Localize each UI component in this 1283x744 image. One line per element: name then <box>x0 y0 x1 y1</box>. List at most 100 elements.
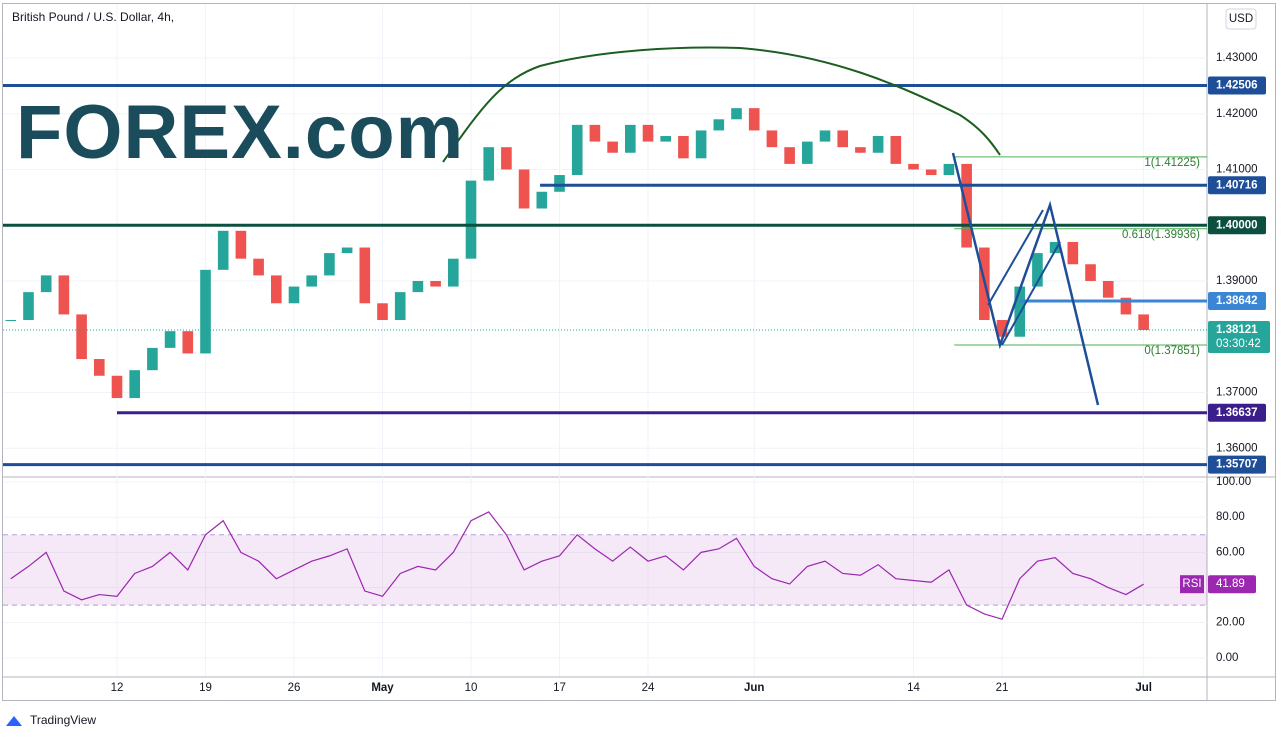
candle <box>784 147 795 164</box>
last-price-tag <box>1208 320 1270 353</box>
candle <box>1049 241 1061 254</box>
candle <box>996 320 1008 337</box>
y-tick-label: 100.00 <box>1216 476 1251 488</box>
candle <box>1138 314 1149 330</box>
candle <box>483 147 495 181</box>
y-tick-label: 1.36000 <box>1216 442 1258 454</box>
level-tag <box>1208 403 1266 422</box>
candle <box>1067 241 1079 265</box>
candle <box>288 286 300 304</box>
candle <box>748 108 760 131</box>
rsi-value-label: 41.89 <box>1216 578 1245 590</box>
candle <box>147 347 158 371</box>
logo: FOREX.com <box>16 90 464 175</box>
candle <box>324 253 335 276</box>
channel-drawing <box>987 209 1061 346</box>
x-tick-label: Jul <box>1135 682 1152 694</box>
candle <box>394 292 406 321</box>
last-price-label: 1.38121 <box>1216 324 1258 336</box>
level-label: 1.40716 <box>1216 179 1258 191</box>
candle <box>5 320 17 322</box>
candle <box>306 275 318 287</box>
candle <box>589 124 601 142</box>
candle <box>58 275 70 315</box>
y-tick-label: 60.00 <box>1216 546 1245 558</box>
rsi-value-tag <box>1208 575 1256 594</box>
currency: USD <box>1229 13 1253 25</box>
candle <box>182 331 194 354</box>
candle <box>660 136 672 142</box>
y-tick-label: 1.42000 <box>1216 108 1258 120</box>
level-label: 1.36637 <box>1216 407 1258 419</box>
candle <box>1032 253 1043 287</box>
countdown: 03:30:42 <box>1216 338 1261 350</box>
candle <box>270 275 282 304</box>
candle <box>253 258 264 276</box>
level-tag <box>1208 216 1266 235</box>
candle <box>890 136 902 164</box>
candle <box>518 169 530 209</box>
candle <box>731 108 742 120</box>
currency-box <box>1225 8 1257 30</box>
candle <box>1085 264 1096 281</box>
candle <box>855 147 866 153</box>
tv-icon <box>6 716 22 726</box>
y-tick-label: 1.41000 <box>1216 164 1258 176</box>
y-tick-label: 80.00 <box>1216 511 1245 523</box>
level-tag <box>1208 455 1266 474</box>
candle <box>93 359 105 376</box>
candle <box>129 370 141 399</box>
candle <box>377 303 388 321</box>
zigzag-drawing <box>951 152 1100 406</box>
candle <box>200 269 211 354</box>
fib-label: 1(1.41225) <box>1144 157 1200 169</box>
candle <box>164 331 176 348</box>
fib-label: 0(1.37851) <box>1144 345 1200 357</box>
candle <box>872 136 884 153</box>
candle <box>571 124 583 176</box>
y-tick-label: 1.43000 <box>1216 52 1258 64</box>
level-tag <box>1208 76 1266 95</box>
candle <box>465 180 477 259</box>
x-tick-label: 12 <box>111 682 124 694</box>
candle <box>943 163 955 176</box>
chart-title: British Pound / U.S. Dollar, 4h, <box>12 10 174 24</box>
candle <box>76 314 87 360</box>
frame <box>2 3 1276 701</box>
arc-drawing <box>442 46 1001 163</box>
candle <box>678 136 689 159</box>
x-tick-label: 10 <box>465 682 478 694</box>
rsi-tag <box>1180 575 1204 594</box>
x-tick-label: 21 <box>996 682 1009 694</box>
y-tick-label: 1.37000 <box>1216 387 1258 399</box>
candle <box>359 247 371 304</box>
candle <box>819 130 831 142</box>
level-label: 1.42506 <box>1216 80 1258 92</box>
rsi-band <box>3 534 1207 606</box>
x-tick-label: 17 <box>553 682 566 694</box>
marks <box>3 84 1207 620</box>
x-tick-label: May <box>371 682 394 694</box>
candle <box>501 147 512 170</box>
candle <box>713 119 725 131</box>
fib-label: 0.618(1.39936) <box>1122 229 1200 241</box>
candle <box>217 230 229 270</box>
x-tick-label: 24 <box>642 682 655 694</box>
footer: TradingView <box>30 713 96 727</box>
candle <box>925 169 937 176</box>
candle <box>908 163 919 170</box>
candle <box>536 191 548 209</box>
candle <box>607 141 618 153</box>
level-tag <box>1208 291 1266 310</box>
level-tag <box>1208 176 1266 195</box>
level-label: 1.38642 <box>1216 295 1258 307</box>
candle <box>447 258 459 287</box>
candle <box>40 275 52 293</box>
y-tick-label: 20.00 <box>1216 617 1245 629</box>
candle <box>766 130 778 148</box>
candle <box>802 141 813 164</box>
candle <box>625 124 636 153</box>
x-tick-label: 19 <box>199 682 212 694</box>
